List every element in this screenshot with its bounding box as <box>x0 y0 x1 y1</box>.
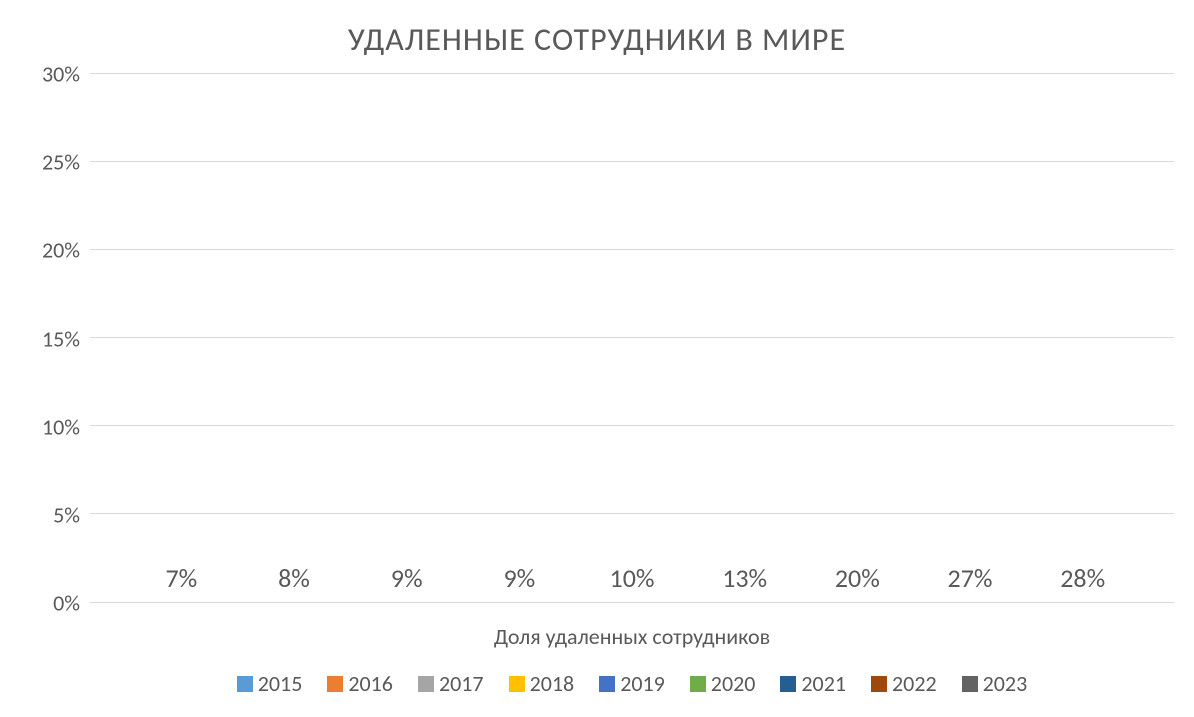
legend-swatch <box>327 676 343 692</box>
legend-item-2018: 2018 <box>509 670 575 697</box>
gridline <box>90 73 1174 74</box>
chart-container: УДАЛЕННЫЕ СОТРУДНИКИ В МИРЕ 0% 5% 10% 15% 20… <box>0 0 1194 717</box>
legend-swatch <box>509 676 525 692</box>
x-axis-label: Доля удаленных сотрудников <box>20 623 1174 650</box>
bar-value-label: 27% <box>948 562 993 594</box>
y-tick-label: 30% <box>42 61 80 88</box>
legend-item-2020: 2020 <box>690 670 756 697</box>
y-axis: 0%5%10%15%20%25%30% <box>20 74 90 603</box>
legend-label: 2020 <box>711 670 756 697</box>
legend-swatch <box>418 676 434 692</box>
y-tick-label: 0% <box>53 590 80 617</box>
y-tick-label: 15% <box>42 325 80 352</box>
bar-value-label: 9% <box>391 562 423 594</box>
legend-swatch <box>599 676 615 692</box>
gridline <box>90 513 1174 514</box>
legend-swatch <box>690 676 706 692</box>
legend-label: 2021 <box>801 670 846 697</box>
bars-area: 7% 8% 9% 9% 10% 13% 20% 27% 28% <box>90 74 1174 603</box>
legend-label: 2017 <box>439 670 484 697</box>
legend-label: 2015 <box>258 670 303 697</box>
gridline <box>90 425 1174 426</box>
y-tick-label: 25% <box>42 149 80 176</box>
bar-value-label: 7% <box>165 562 197 594</box>
legend-item-2017: 2017 <box>418 670 484 697</box>
legend-item-2021: 2021 <box>780 670 846 697</box>
gridline <box>90 249 1174 250</box>
y-tick-label: 20% <box>42 237 80 264</box>
bar-value-label: 9% <box>503 562 535 594</box>
plot-area: 0%5%10%15%20%25%30% 7%8%9%9%10%13%20%27%… <box>20 74 1174 603</box>
legend-swatch <box>962 676 978 692</box>
bar-value-label: 10% <box>610 562 655 594</box>
legend-swatch <box>237 676 253 692</box>
legend-item-2023: 2023 <box>962 670 1028 697</box>
bar-value-label: 28% <box>1060 562 1105 594</box>
legend-item-2015: 2015 <box>237 670 303 697</box>
legend-label: 2022 <box>892 670 937 697</box>
legend-label: 2019 <box>620 670 665 697</box>
bar-value-label: 8% <box>278 562 310 594</box>
gridline <box>90 161 1174 162</box>
chart-title: УДАЛЕННЫЕ СОТРУДНИКИ В МИРЕ <box>20 20 1174 59</box>
legend-item-2022: 2022 <box>871 670 937 697</box>
legend-item-2016: 2016 <box>327 670 393 697</box>
bar-value-label: 13% <box>722 562 767 594</box>
legend: 2015 2016 2017 2018 2019 2020 2021 2022 2023 <box>20 670 1174 697</box>
legend-label: 2016 <box>348 670 393 697</box>
bars-row: 7% 8% 9% 9% 10% 13% 20% 27% 28% <box>90 74 1174 602</box>
legend-item-2019: 2019 <box>599 670 665 697</box>
y-tick-label: 10% <box>42 413 80 440</box>
legend-swatch <box>780 676 796 692</box>
y-tick-label: 5% <box>53 501 80 528</box>
legend-swatch <box>871 676 887 692</box>
legend-label: 2018 <box>530 670 575 697</box>
bar-value-label: 20% <box>835 562 880 594</box>
legend-label: 2023 <box>983 670 1028 697</box>
gridline <box>90 337 1174 338</box>
